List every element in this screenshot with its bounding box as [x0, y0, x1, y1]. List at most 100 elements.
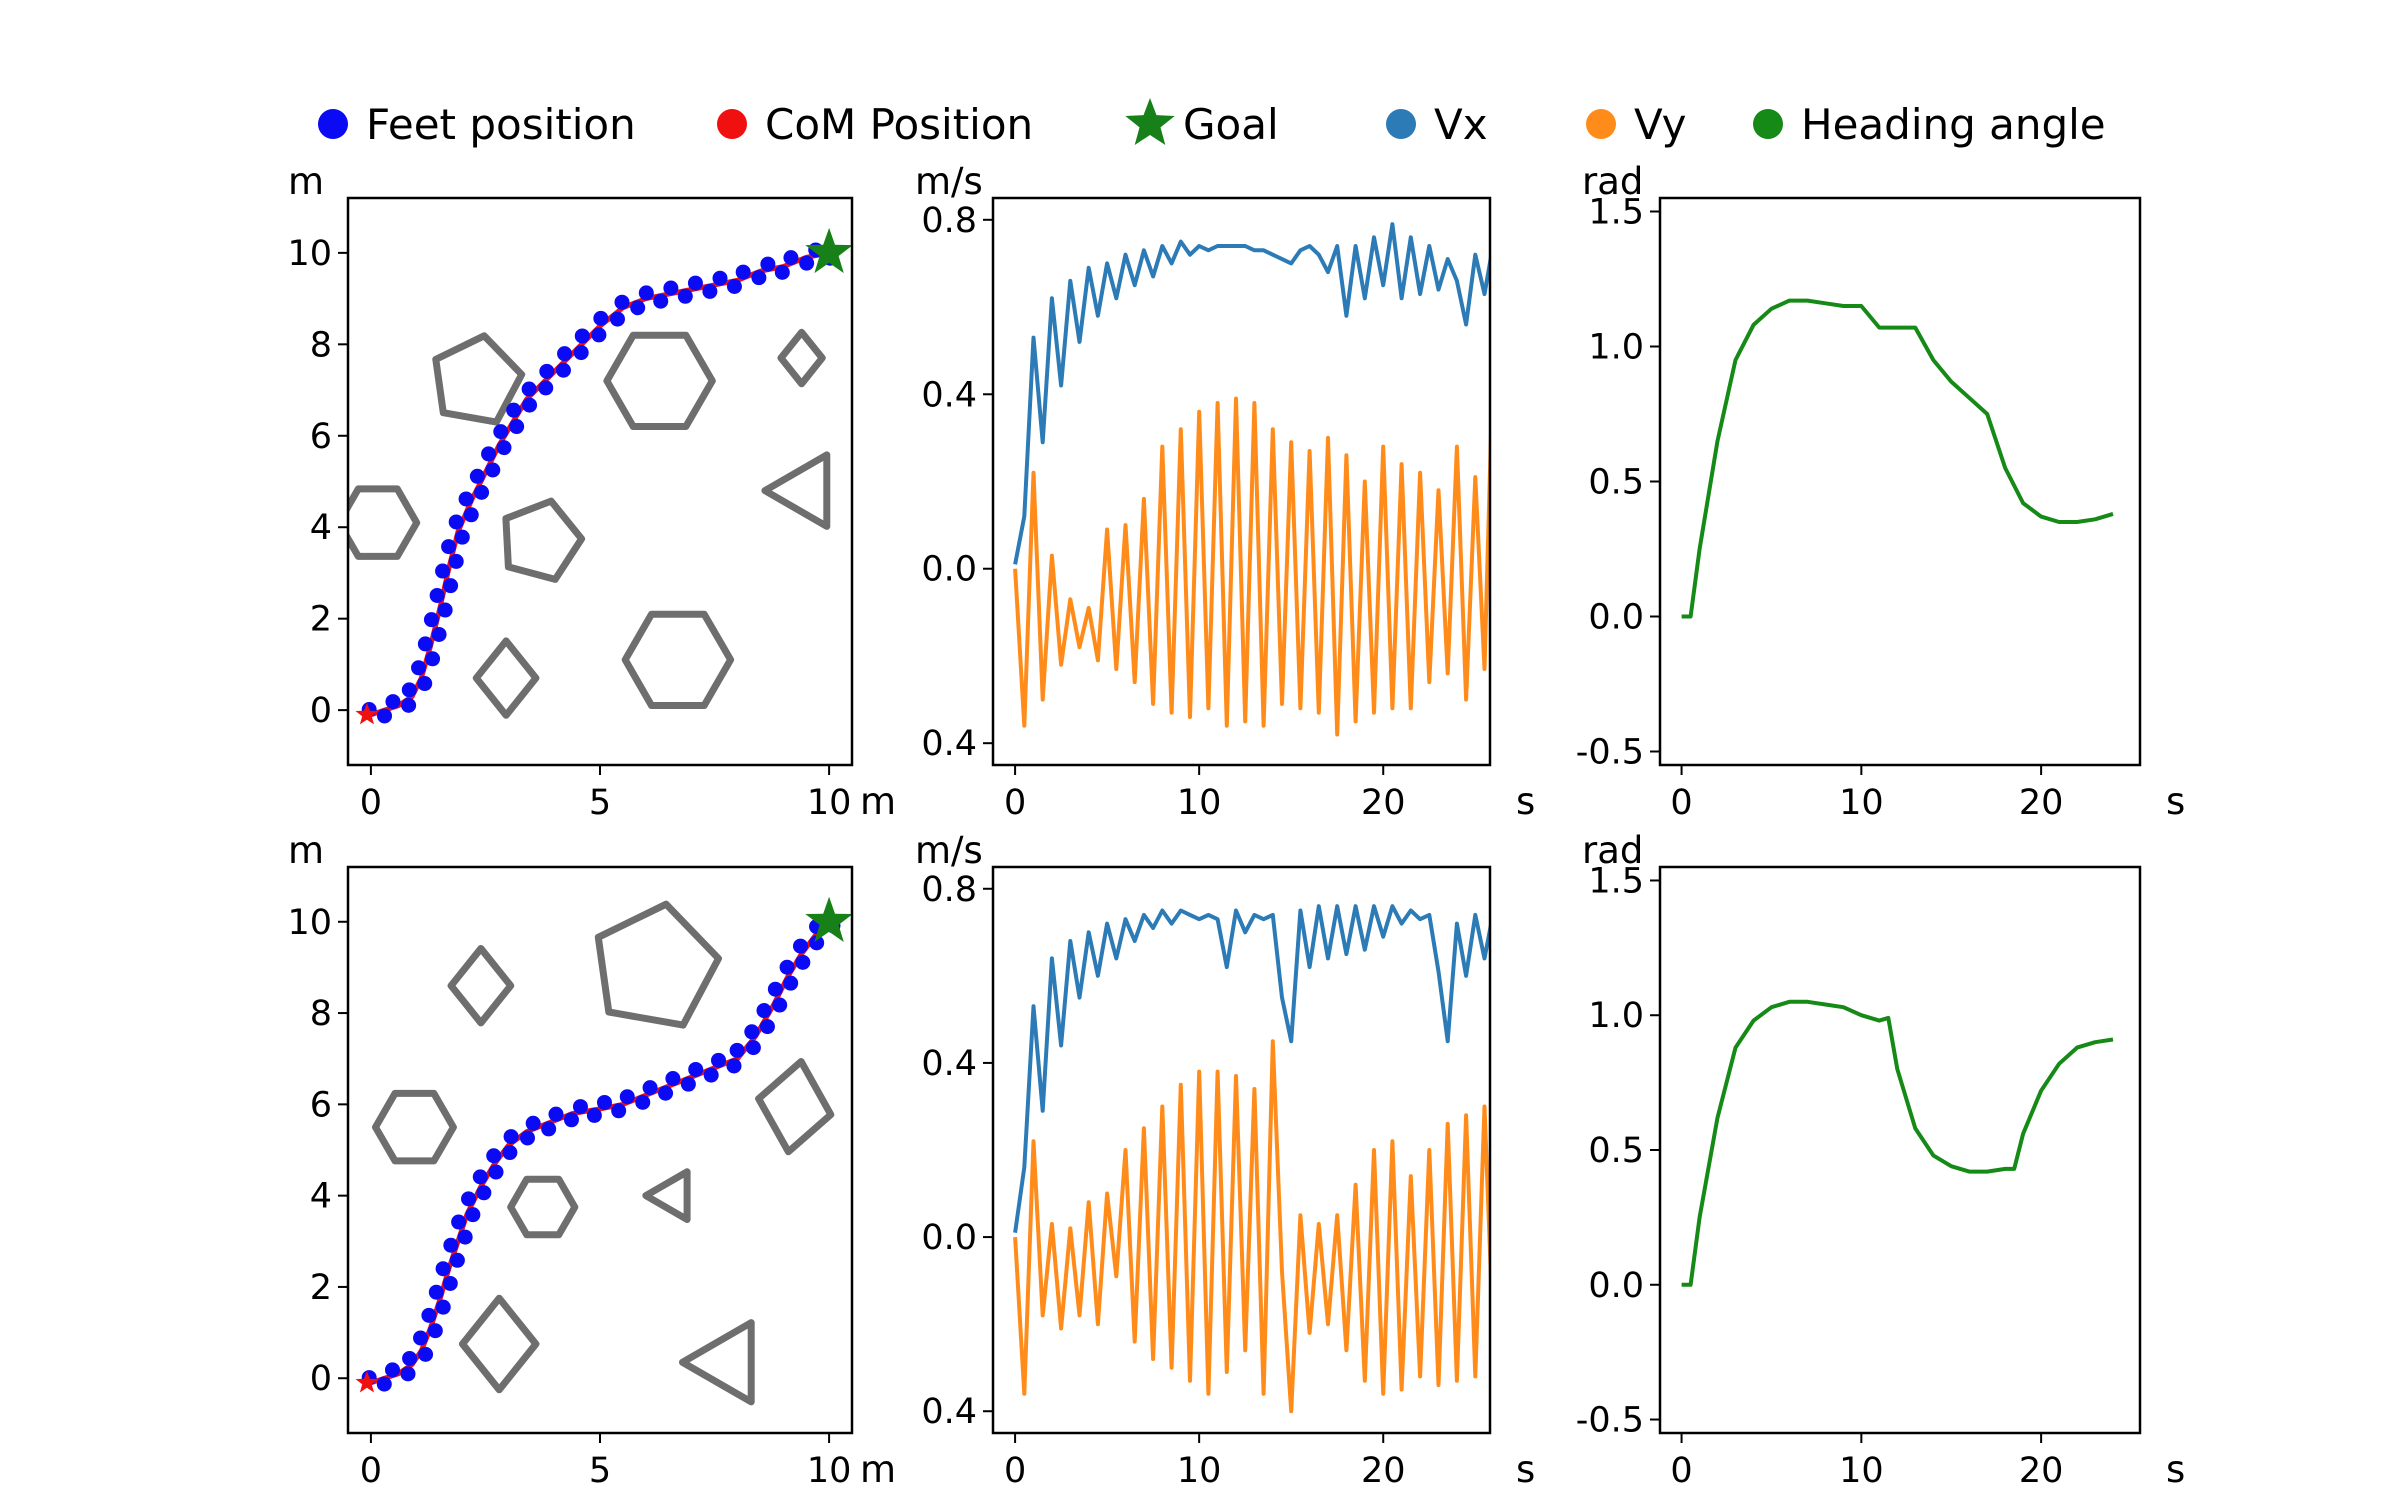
chart-panel-vel-bottom: 0 10 20 0.4 0.0 0.4 0.8m/s s — [915, 829, 1535, 1491]
legend-marker — [717, 109, 747, 139]
y-axis-label: m — [288, 160, 324, 203]
feet-point — [799, 255, 815, 271]
feet-point — [774, 264, 790, 280]
feet-point — [792, 938, 808, 954]
obstacle-triangle — [761, 451, 831, 530]
feet-point — [653, 293, 669, 309]
obstacle-hexagon — [507, 1175, 579, 1239]
feet-point — [461, 1191, 477, 1207]
feet-point — [520, 1130, 536, 1146]
series-line-heading-angle — [1681, 999, 2114, 1287]
legend-label: Vx — [1434, 100, 1488, 149]
legend-label: Goal — [1183, 100, 1279, 149]
feet-point — [458, 491, 474, 507]
feet-point — [756, 1003, 772, 1019]
feet-point — [385, 694, 401, 710]
legend-entry: Goal — [1125, 98, 1279, 149]
feet-point — [449, 1252, 465, 1268]
feet-point — [751, 270, 767, 286]
y-tick-label: 0.5 — [1588, 463, 1644, 503]
feet-point — [783, 975, 799, 991]
feet-point — [809, 935, 825, 951]
feet-point — [435, 563, 451, 579]
feet-point — [630, 300, 646, 316]
x-tick-label: 0 — [1004, 783, 1026, 823]
obstacle-triangle — [642, 1168, 691, 1223]
obstacle-diamond — [777, 328, 826, 388]
legend-label: Vy — [1634, 100, 1686, 149]
plot-area — [1681, 298, 2114, 619]
legend-entry: Heading angle — [1753, 100, 2106, 149]
feet-point — [401, 697, 417, 713]
feet-point — [476, 1185, 492, 1201]
feet-point — [423, 612, 439, 628]
obstacle-triangle — [679, 1319, 755, 1406]
feet-point — [417, 636, 433, 652]
legend-star-marker — [1125, 98, 1175, 145]
y-tick-label: 0.8 — [921, 201, 977, 241]
series-line-vy — [1013, 396, 1490, 737]
feet-point — [469, 468, 485, 484]
feet-point — [729, 1042, 745, 1058]
x-tick-label: 0 — [1004, 1451, 1026, 1491]
start-marker — [355, 702, 379, 725]
feet-point — [638, 285, 654, 301]
feet-point — [702, 283, 718, 299]
feet-point — [502, 1145, 518, 1161]
x-tick-label: 0 — [1670, 783, 1692, 823]
y-tick-label: 0.4 — [921, 375, 977, 415]
feet-point — [448, 514, 464, 530]
feet-point — [539, 363, 555, 379]
feet-point — [503, 1129, 519, 1145]
feet-point — [548, 1106, 564, 1122]
x-tick-label: 5 — [589, 1451, 611, 1491]
y-tick-label: 0.4 — [921, 1392, 977, 1432]
feet-point — [435, 1299, 451, 1315]
x-tick-label: 0 — [360, 1451, 382, 1491]
y-tick-label: 0.4 — [921, 1044, 977, 1084]
feet-point — [429, 587, 445, 603]
feet-point — [563, 1112, 579, 1128]
obstacle-pentagon — [594, 900, 722, 1029]
y-tick-label: 0.0 — [1588, 1266, 1644, 1306]
feet-point — [486, 1148, 502, 1164]
feet-point — [688, 1061, 704, 1077]
feet-point — [642, 1080, 658, 1096]
y-tick-label: 1.5 — [1588, 861, 1644, 901]
x-tick-label: 10 — [807, 1451, 852, 1491]
legend-label: Feet position — [366, 100, 636, 149]
x-tick-label: 10 — [1839, 783, 1884, 823]
x-tick-label: 0 — [360, 783, 382, 823]
feet-point — [759, 1019, 775, 1035]
feet-point — [481, 446, 497, 462]
x-tick-label: 0 — [1670, 1451, 1692, 1491]
obstacle-hexagon — [348, 485, 421, 560]
axes-frame — [991, 865, 1492, 1435]
x-axis-label: m — [860, 780, 896, 823]
y-axis-label: m — [288, 829, 324, 872]
plot-area — [355, 896, 852, 1406]
feet-point — [425, 651, 441, 667]
feet-point — [441, 539, 457, 555]
feet-point — [435, 1261, 451, 1277]
series-line-vx — [1013, 222, 1490, 565]
x-axis-label: m — [860, 1448, 896, 1491]
plot-area — [1013, 222, 1490, 737]
axes-frame — [991, 196, 1492, 767]
feet-point — [609, 311, 625, 327]
feet-point — [555, 362, 571, 378]
legend-marker — [318, 109, 348, 139]
obstacle-pentagon — [432, 332, 526, 426]
y-tick-label: 0.0 — [921, 550, 977, 590]
x-tick-label: 10 — [1177, 1451, 1222, 1491]
feet-point — [506, 402, 522, 418]
series-line-vx — [1013, 904, 1490, 1233]
x-axis-label: s — [2166, 1448, 2185, 1491]
goal-marker — [805, 896, 852, 942]
feet-point — [635, 1094, 651, 1110]
y-tick-label: 1.5 — [1588, 193, 1644, 233]
feet-point — [541, 1121, 557, 1137]
legend-label: Heading angle — [1801, 100, 2106, 149]
y-axis-label: rad — [1582, 829, 1643, 872]
y-tick-label: 0 — [310, 691, 332, 731]
